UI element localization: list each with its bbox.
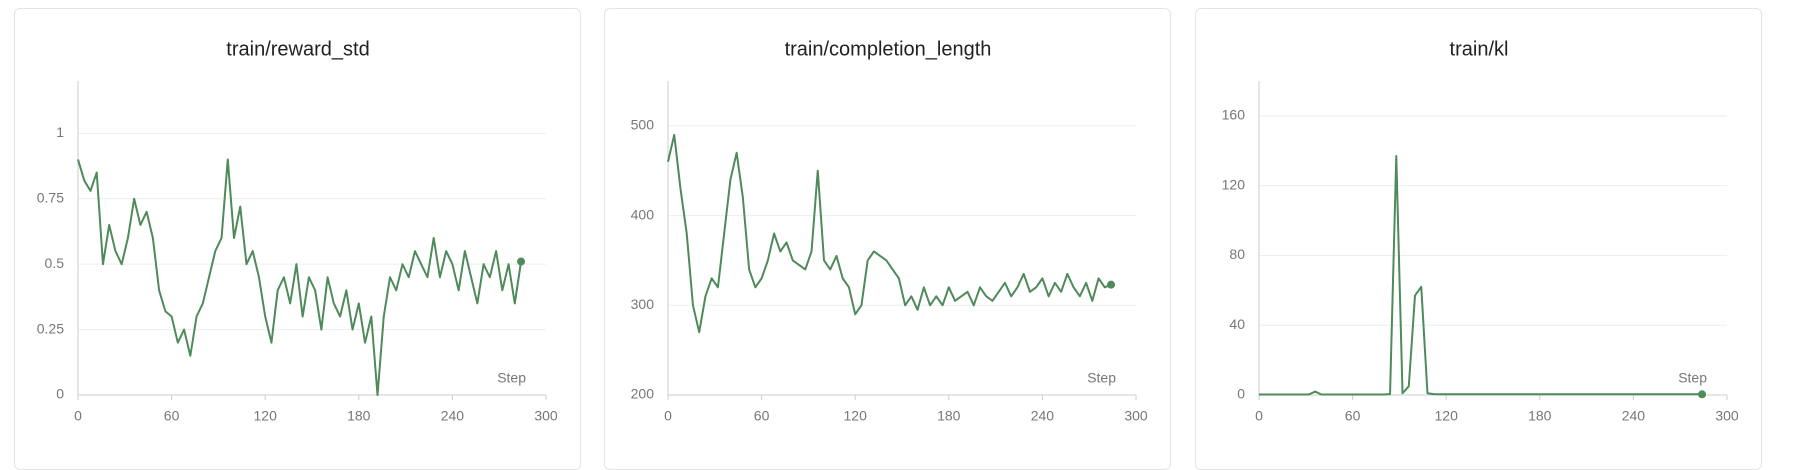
- chart-panel: train/reward_std 0 0.25 0.5 0.75 1 0 60 120 180 24…: [14, 8, 581, 470]
- x-tick-label: 60: [164, 408, 180, 424]
- y-tick-label: 200: [631, 386, 655, 402]
- y-tick-label: 0.75: [37, 189, 64, 205]
- chart-panel: train/kl 0 40 80 120 160 0 60 120 180 240 300 Step: [1195, 8, 1762, 470]
- x-tick-label: 300: [1124, 408, 1148, 424]
- chart-title: train/kl: [1450, 38, 1509, 60]
- data-line: [667, 133, 1112, 334]
- y-tick-label: 0.25: [37, 320, 64, 336]
- chart: train/reward_std 0 0.25 0.5 0.75 1 0 60 120 180 24…: [37, 38, 558, 424]
- x-tick-label: 300: [1715, 408, 1739, 424]
- x-tick-label: 180: [1528, 408, 1552, 424]
- page: train/reward_std 0 0.25 0.5 0.75 1 0 60 120 180 24…: [14, 8, 1762, 470]
- chart: train/completion_length 200 300 400 500 0 60 12…: [631, 38, 1148, 424]
- x-tick-label: 0: [1255, 408, 1263, 424]
- x-tick-label: 180: [937, 408, 961, 424]
- x-tick-label: 240: [1622, 408, 1646, 424]
- chart-panel: train/completion_length 200 300 400 500 0 60 12…: [604, 8, 1171, 470]
- x-tick-label: 60: [1345, 408, 1361, 424]
- last-point: [1107, 280, 1116, 289]
- x-axis-label: Step: [1087, 370, 1116, 386]
- x-axis-label: Step: [497, 370, 526, 386]
- x-tick-label: 180: [347, 408, 371, 424]
- y-tick-label: 0: [1237, 386, 1245, 402]
- x-tick-label: 0: [664, 408, 672, 424]
- y-tick-label: 120: [1222, 176, 1246, 192]
- y-tick-label: 1: [56, 124, 64, 140]
- chart-title: train/reward_std: [226, 38, 369, 60]
- chart: train/kl 0 40 80 120 160 0 60 120 180 240 300 Step: [1222, 38, 1739, 424]
- x-axis-label: Step: [1678, 370, 1707, 386]
- x-tick-label: 300: [534, 408, 558, 424]
- y-tick-label: 300: [631, 296, 655, 312]
- y-tick-label: 500: [631, 117, 655, 133]
- chart-title: train/completion_length: [785, 38, 992, 60]
- last-point: [1698, 390, 1707, 399]
- y-tick-label: 40: [1229, 316, 1245, 332]
- x-tick-label: 240: [441, 408, 465, 424]
- y-tick-label: 80: [1229, 246, 1245, 262]
- data-line: [1259, 155, 1703, 396]
- x-tick-label: 120: [254, 408, 278, 424]
- y-tick-label: 400: [631, 206, 655, 222]
- x-tick-label: 120: [1435, 408, 1459, 424]
- y-tick-label: 0.5: [45, 255, 65, 271]
- x-tick-label: 60: [754, 408, 770, 424]
- x-tick-label: 240: [1031, 408, 1055, 424]
- y-tick-label: 160: [1222, 107, 1246, 123]
- last-point: [517, 257, 526, 266]
- data-line: [77, 158, 523, 396]
- y-tick-label: 0: [56, 386, 64, 402]
- x-tick-label: 120: [844, 408, 868, 424]
- x-tick-label: 0: [74, 408, 82, 424]
